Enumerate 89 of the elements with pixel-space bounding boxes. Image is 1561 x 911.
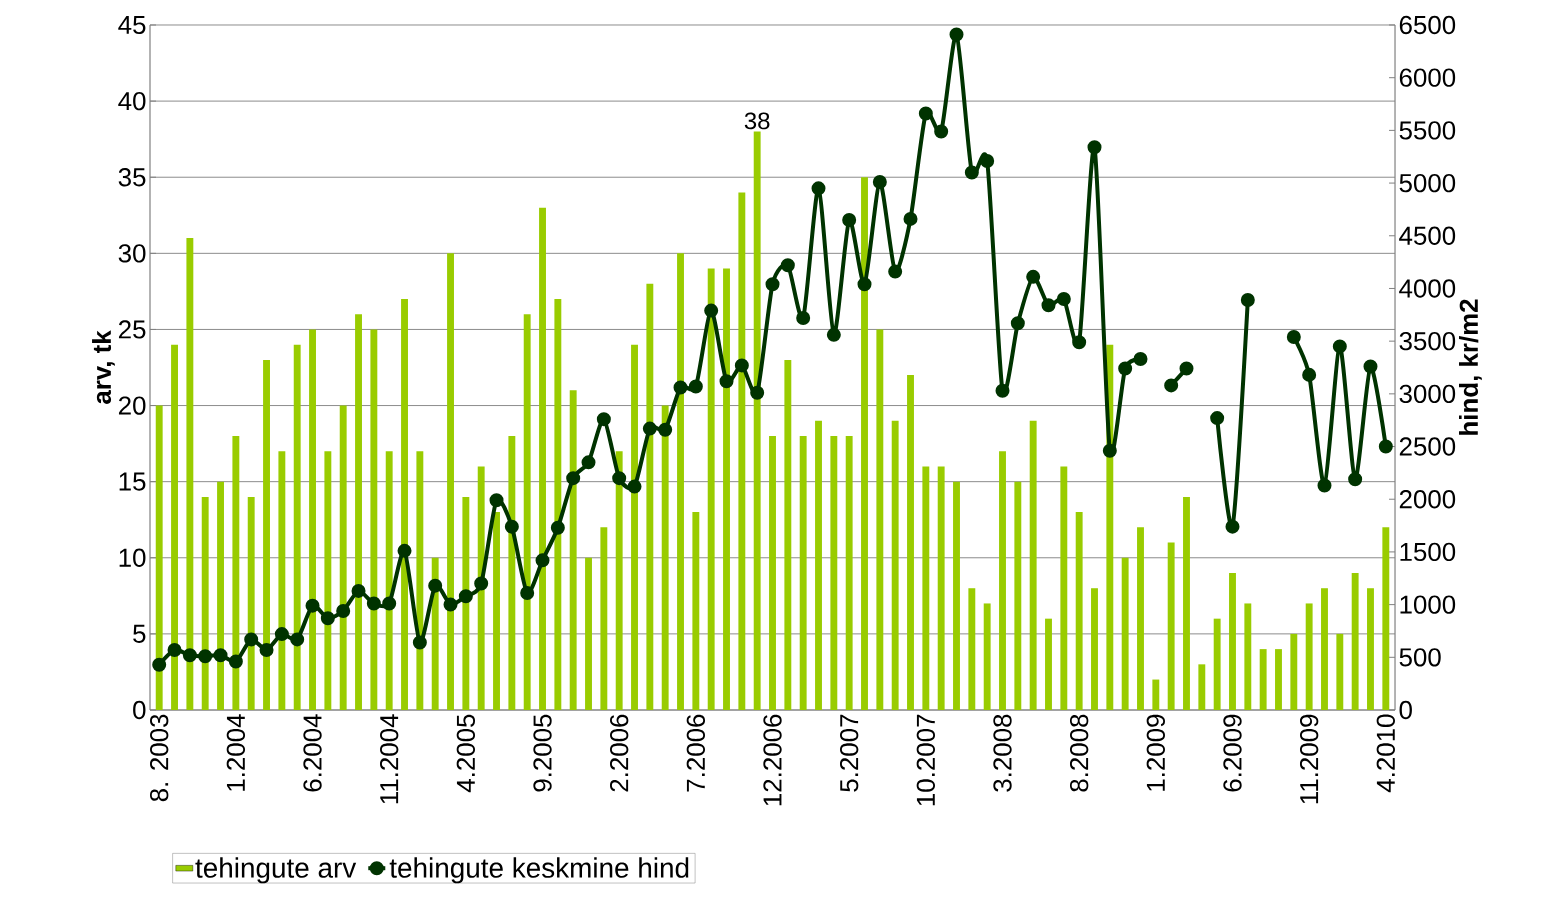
x-tick-label: 1.2004 [226,714,246,791]
y2-tick-label: 6000 [1399,68,1456,87]
x-tick-label: 2.2006 [610,714,629,792]
bar [493,512,500,710]
y-tick-label: 15 [119,472,146,491]
x-tick-label: 1.2009 [1146,714,1165,791]
y2-tick-label: 500 [1399,648,1441,667]
bar [1305,603,1313,710]
bar [1060,466,1068,710]
bar [1382,527,1390,710]
bar [799,436,807,710]
y2-tick-label: 1000 [1400,595,1456,614]
x-tick-label: 8. 2003 [150,714,169,802]
bar [1275,649,1282,710]
x-tick-label: 11.2004 [380,714,399,804]
data-label: 38 [744,112,770,130]
y2-tick-label: 5500 [1399,121,1456,140]
bar [1351,573,1359,710]
bar [1014,481,1022,710]
x-tick-label: 10.2007 [916,714,935,806]
bar [1290,633,1298,710]
y-tick-label: 35 [118,168,146,187]
x-tick-label: 6.2004 [303,714,322,792]
bar [1229,573,1236,710]
bar [1167,542,1175,710]
bar [1045,618,1052,710]
bar [1121,557,1129,710]
y2-tick-label: 0 [1399,700,1412,720]
y-tick-label: 10 [119,548,146,567]
bar [815,420,822,710]
bar [1367,588,1374,710]
bar [585,557,592,710]
bar [999,451,1006,710]
bar [830,436,838,710]
y-tick-label: 5 [133,624,146,643]
bar [1336,633,1344,710]
bar [1321,588,1328,710]
y2-tick-label: 5000 [1399,173,1456,193]
y-tick-label: 30 [118,244,146,263]
bar [1029,420,1037,710]
y-axis-title: arv, tk [92,330,115,404]
bar [937,466,945,710]
x-tick-label: 8.2008 [1069,714,1089,792]
y2-tick-label: 4500 [1399,226,1456,245]
y2-tick-label: 1500 [1400,542,1456,562]
x-tick-label: 12.2006 [763,714,782,806]
y-tick-label: 40 [118,91,146,111]
bar [907,375,914,710]
x-tick-label: 5.2007 [840,714,859,792]
bar [1091,588,1098,710]
x-tick-label: 11.2009 [1299,714,1319,804]
y2-tick-label: 2500 [1399,437,1456,456]
bar [1244,603,1252,710]
bar [1075,512,1083,710]
bar [784,359,792,710]
legend-label: tehingute keskmine hind [389,857,689,884]
y-tick-label: 0 [133,700,146,720]
x-tick-label: 9.2005 [533,714,552,792]
y2-tick-label: 3000 [1399,384,1456,404]
x-tick-label: 6.2009 [1223,714,1242,792]
x-tick-label: 4.2005 [456,714,476,793]
bar [1259,649,1267,710]
bar [968,588,976,710]
bar [876,329,884,710]
x-tick-label: 4.2010 [1376,714,1395,793]
y-tick-label: 45 [118,15,146,35]
y-tick-label: 20 [118,396,146,415]
bar [1137,527,1144,710]
bar [769,436,776,710]
bar [845,436,853,710]
y2-axis-title: hind, kr/m2 [1459,299,1482,435]
x-tick-label: 3.2008 [993,714,1012,792]
bar [891,420,899,710]
bar [692,512,700,710]
bar [983,603,991,710]
bar [1198,664,1206,710]
y2-tick-label: 4000 [1399,279,1456,298]
legend-label: tehingute arv [195,857,357,884]
bar [922,466,930,710]
y2-tick-label: 3500 [1399,331,1456,351]
x-tick-label: 7.2006 [686,714,706,792]
bar [953,481,960,710]
y-tick-label: 25 [118,320,146,339]
y2-tick-label: 2000 [1399,490,1456,509]
bar [600,527,608,710]
bar [1183,496,1190,710]
y2-tick-label: 6500 [1399,15,1456,35]
bar [1213,618,1221,710]
bar [1152,679,1160,710]
